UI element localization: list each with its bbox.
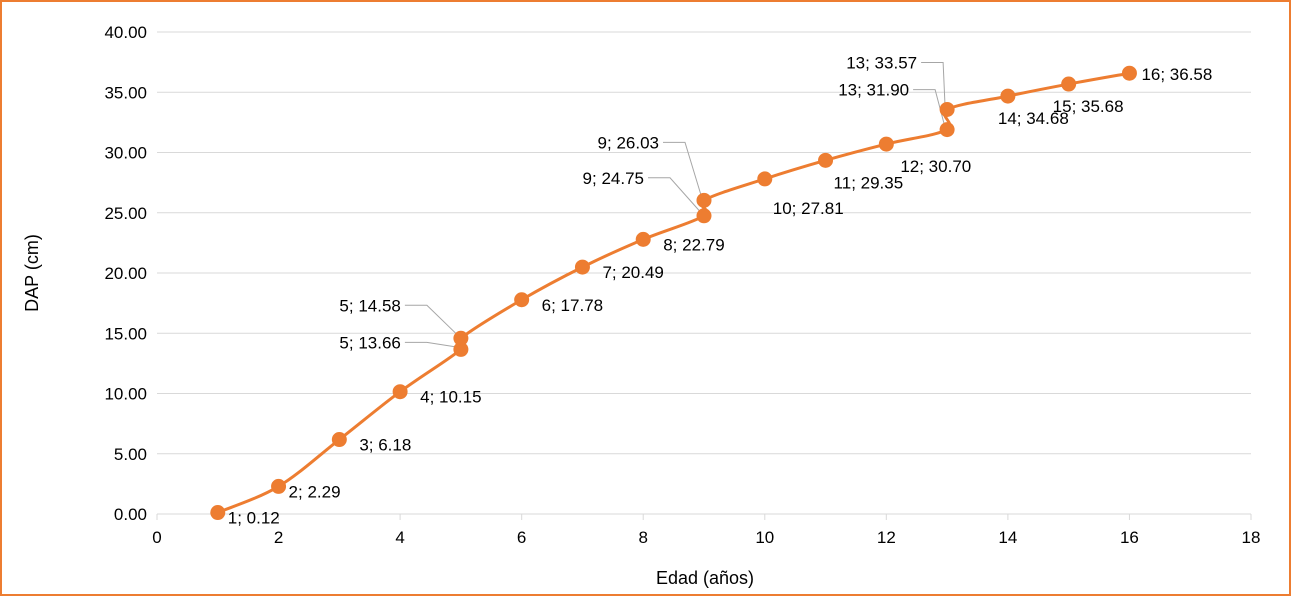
data-label: 5; 14.58: [339, 296, 400, 315]
y-axis-title: DAP (cm): [22, 234, 42, 312]
x-tick-label: 12: [877, 528, 896, 547]
data-label: 3; 6.18: [359, 436, 411, 455]
data-label: 13; 31.90: [838, 81, 909, 100]
data-label: 5; 13.66: [339, 333, 400, 352]
data-point: [210, 505, 226, 521]
data-label: 1; 0.12: [228, 509, 280, 528]
x-tick-label: 4: [395, 528, 404, 547]
data-point: [939, 101, 955, 117]
y-tick-label: 40.00: [104, 23, 147, 42]
series-line: [217, 71, 1130, 514]
data-label: 2; 2.29: [289, 482, 341, 501]
leader-line: [663, 141, 703, 199]
data-point: [1061, 76, 1077, 92]
x-tick-label: 16: [1120, 528, 1139, 547]
data-point: [514, 292, 530, 308]
data-label: 9; 26.03: [598, 133, 659, 152]
data-point: [1121, 65, 1137, 81]
y-tick-label: 5.00: [114, 445, 147, 464]
data-points: [210, 65, 1137, 521]
x-tick-label: 10: [755, 528, 774, 547]
data-point: [392, 384, 408, 400]
data-point: [696, 208, 712, 224]
y-tick-label: 30.00: [104, 144, 147, 163]
y-tick-label: 10.00: [104, 385, 147, 404]
y-tick-label: 15.00: [104, 324, 147, 343]
data-label: 8; 22.79: [663, 235, 724, 254]
leader-line: [404, 341, 459, 348]
x-tick-label: 2: [274, 528, 283, 547]
data-label: 10; 27.81: [773, 199, 844, 218]
leader-line: [913, 89, 946, 128]
y-tick-label: 0.00: [114, 505, 147, 524]
x-axis-ticks: 0 2 4 6 8 10 12 14 16 18: [152, 514, 1260, 547]
x-tick-label: 18: [1242, 528, 1261, 547]
data-point: [574, 259, 590, 275]
data-label: 7; 20.49: [602, 263, 663, 282]
y-tick-label: 35.00: [104, 83, 147, 102]
leader-line: [404, 304, 460, 337]
data-label: 13; 33.57: [846, 53, 917, 72]
data-label: 4; 10.15: [420, 388, 481, 407]
leader-lines: [404, 61, 946, 348]
leader-line: [921, 61, 946, 108]
data-labels: 1; 0.12 2; 2.29 3; 6.18 4; 10.15 5; 13.66 5; …: [228, 53, 1213, 527]
data-label: 11; 29.35: [834, 173, 904, 192]
leader-line: [648, 177, 703, 215]
data-point: [696, 192, 712, 208]
x-axis-title: Edad (años): [656, 568, 754, 588]
y-tick-label: 20.00: [104, 264, 147, 283]
data-label: 14; 34.68: [998, 109, 1069, 128]
x-tick-label: 0: [152, 528, 161, 547]
data-point: [331, 432, 347, 448]
data-label: 6; 17.78: [542, 296, 603, 315]
data-point: [271, 478, 287, 494]
y-tick-label: 25.00: [104, 204, 147, 223]
x-tick-label: 6: [517, 528, 526, 547]
data-point: [939, 122, 955, 138]
data-label: 16; 36.58: [1141, 65, 1212, 84]
data-label: 12; 30.70: [900, 157, 971, 176]
y-axis-ticks: 0.00 5.00 10.00 15.00 20.00 25.00 30.00 35.00 40…: [104, 23, 147, 524]
data-point: [818, 152, 834, 168]
data-label: 9; 24.75: [583, 169, 644, 188]
data-point: [878, 136, 894, 152]
x-tick-label: 8: [638, 528, 647, 547]
data-point: [635, 231, 651, 247]
data-label: 15; 35.68: [1053, 97, 1124, 116]
x-tick-label: 14: [998, 528, 1017, 547]
data-point: [453, 330, 469, 346]
data-point: [1000, 88, 1016, 104]
data-point: [757, 171, 773, 187]
